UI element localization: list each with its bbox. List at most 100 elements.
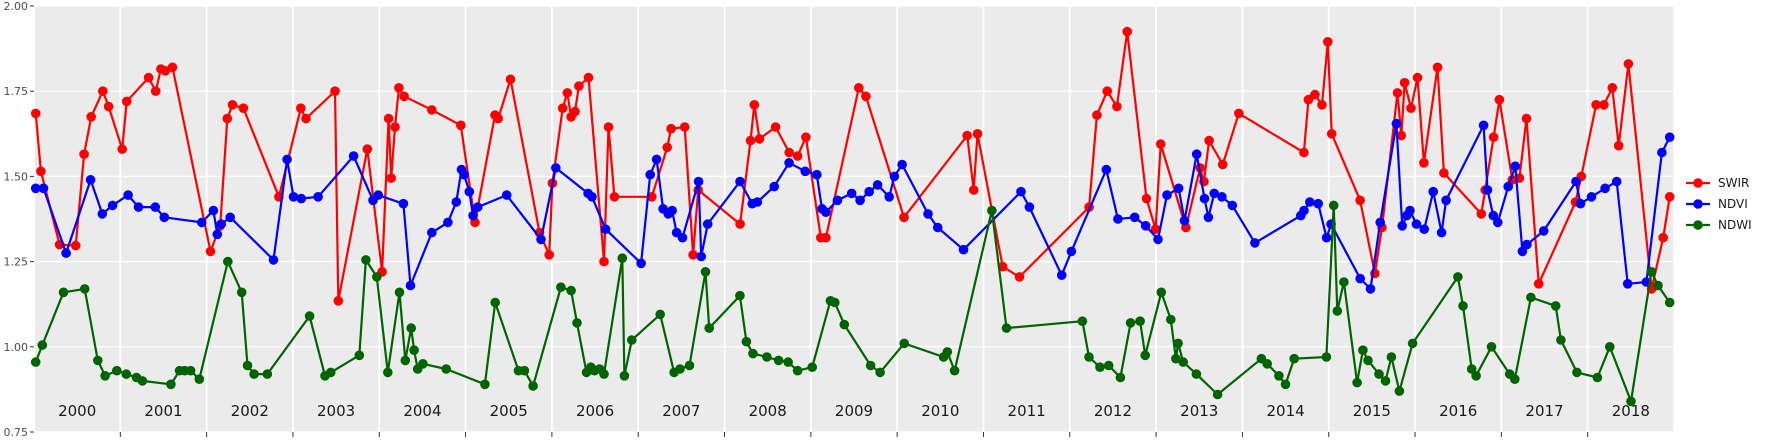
legend-item-ndwi: NDWI bbox=[1686, 218, 1752, 232]
data-point-ndwi bbox=[1526, 292, 1536, 303]
data-point-swir bbox=[1310, 89, 1320, 100]
data-point-swir bbox=[205, 246, 216, 257]
data-point-ndwi bbox=[249, 369, 259, 379]
data-point-ndwi bbox=[441, 364, 452, 374]
data-point-swir bbox=[1591, 100, 1601, 110]
data-point-swir bbox=[599, 256, 609, 267]
data-point-ndwi bbox=[1140, 350, 1150, 361]
data-point-ndvi bbox=[1203, 212, 1214, 223]
data-point-ndwi bbox=[807, 362, 817, 373]
data-point-ndvi bbox=[884, 192, 894, 202]
data-point-ndwi bbox=[1592, 372, 1603, 383]
data-point-ndwi bbox=[37, 340, 48, 350]
data-point-swir bbox=[399, 91, 409, 102]
data-point-ndvi bbox=[1428, 186, 1438, 197]
data-point-swir bbox=[899, 212, 909, 223]
data-point-swir bbox=[1392, 88, 1403, 98]
data-point-ndvi bbox=[645, 169, 655, 180]
data-point-ndvi bbox=[268, 255, 279, 265]
data-point-swir bbox=[30, 108, 41, 119]
data-point-ndvi bbox=[821, 207, 831, 217]
data-point-swir bbox=[557, 103, 568, 113]
data-point-swir bbox=[1412, 72, 1423, 83]
data-point-ndwi bbox=[400, 355, 411, 366]
data-point-ndwi bbox=[875, 367, 885, 378]
data-point-swir bbox=[603, 122, 614, 132]
data-point-swir bbox=[1102, 86, 1112, 96]
legend-key-point bbox=[1693, 178, 1703, 188]
data-point-ndvi bbox=[225, 212, 235, 223]
data-point-ndwi bbox=[1280, 379, 1291, 390]
data-point-swir bbox=[745, 135, 756, 146]
data-point-ndwi bbox=[112, 365, 122, 376]
data-point-ndwi bbox=[304, 311, 315, 321]
data-point-ndwi bbox=[949, 365, 960, 376]
data-point-ndvi bbox=[472, 202, 483, 212]
data-point-ndvi bbox=[735, 176, 745, 187]
data-point-ndvi bbox=[551, 163, 561, 173]
data-point-ndvi bbox=[427, 227, 437, 238]
data-point-swir bbox=[647, 192, 657, 202]
data-point-ndwi bbox=[783, 357, 793, 367]
data-point-ndvi bbox=[864, 186, 874, 197]
data-point-ndvi bbox=[1493, 217, 1503, 228]
data-point-ndvi bbox=[1199, 193, 1210, 204]
data-point-ndvi bbox=[38, 183, 49, 194]
data-point-ndvi bbox=[812, 169, 822, 180]
data-point-ndwi bbox=[655, 309, 665, 320]
data-point-ndvi bbox=[958, 244, 969, 255]
data-point-swir bbox=[1234, 108, 1244, 119]
data-point-ndvi bbox=[855, 195, 865, 206]
data-point-swir bbox=[1476, 209, 1487, 219]
data-point-ndwi bbox=[480, 379, 490, 390]
data-point-ndwi bbox=[830, 297, 840, 308]
data-point-ndwi bbox=[1173, 338, 1183, 349]
data-point-ndvi bbox=[398, 198, 409, 209]
data-point-ndvi bbox=[459, 169, 469, 180]
data-point-ndwi bbox=[1394, 386, 1405, 396]
data-point-swir bbox=[1439, 168, 1449, 178]
data-point-swir bbox=[1326, 129, 1337, 139]
data-point-ndwi bbox=[899, 338, 909, 349]
data-point-ndvi bbox=[1209, 188, 1219, 199]
data-point-ndwi bbox=[1572, 367, 1582, 378]
data-point-swir bbox=[150, 86, 161, 96]
data-point-swir bbox=[1355, 195, 1365, 206]
data-point-ndwi bbox=[1171, 353, 1181, 364]
data-point-ndvi bbox=[897, 159, 907, 170]
data-point-ndwi bbox=[987, 205, 997, 216]
data-point-ndwi bbox=[1274, 371, 1284, 381]
data-point-swir bbox=[754, 134, 765, 144]
legend-key-point bbox=[1693, 199, 1703, 209]
data-point-ndvi bbox=[872, 180, 883, 190]
data-point-swir bbox=[801, 132, 811, 142]
data-point-swir bbox=[1419, 158, 1429, 168]
data-point-ndvi bbox=[1391, 118, 1402, 129]
data-point-swir bbox=[854, 83, 864, 93]
data-point-ndvi bbox=[1538, 226, 1549, 236]
data-point-ndwi bbox=[1289, 353, 1299, 364]
data-point-ndvi bbox=[1375, 217, 1385, 228]
data-point-ndwi bbox=[1212, 389, 1223, 400]
data-point-ndwi bbox=[1077, 316, 1088, 327]
data-point-swir bbox=[493, 113, 504, 124]
data-point-ndvi bbox=[1173, 183, 1184, 194]
legend-label: NDWI bbox=[1718, 218, 1752, 232]
data-point-ndwi bbox=[741, 336, 752, 347]
data-point-swir bbox=[570, 106, 580, 117]
data-point-ndwi bbox=[372, 272, 382, 282]
year-labels: 2000 2001 2002 2003 2004 2005 2006 2007 2008 2009… bbox=[58, 402, 1650, 420]
data-point-ndvi bbox=[1405, 205, 1415, 216]
data-point-swir bbox=[79, 149, 89, 159]
data-point-ndwi bbox=[684, 360, 695, 371]
y-tick-label: 1.75 bbox=[4, 85, 29, 98]
data-point-ndvi bbox=[123, 190, 133, 200]
data-point-swir bbox=[160, 66, 171, 76]
data-point-swir bbox=[383, 113, 394, 124]
data-point-ndwi bbox=[93, 355, 103, 366]
data-point-ndwi bbox=[100, 371, 110, 381]
series-ndvi bbox=[30, 118, 1675, 294]
year-label: 2006 bbox=[576, 402, 614, 420]
data-point-ndwi bbox=[773, 355, 784, 366]
data-point-ndvi bbox=[923, 209, 933, 219]
